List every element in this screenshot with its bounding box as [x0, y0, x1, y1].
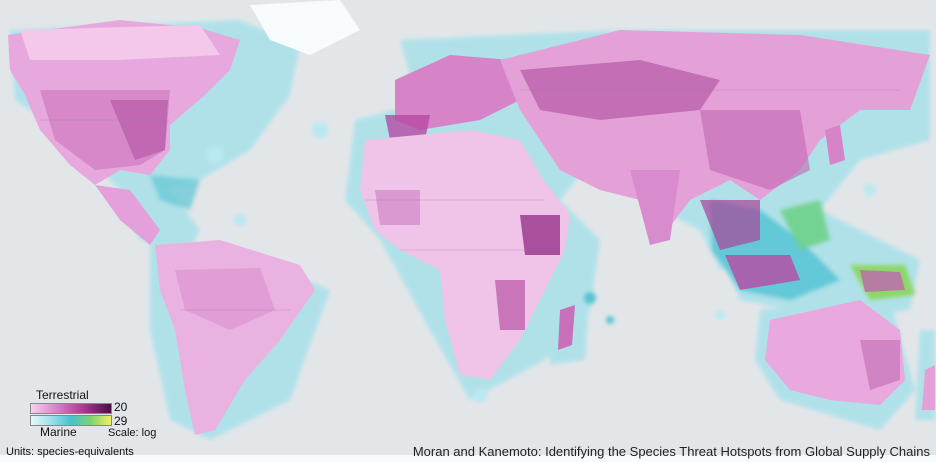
- legend-terrestrial-bar: [30, 403, 112, 414]
- land-masses: [8, 20, 935, 435]
- legend-marine-bar: [30, 415, 112, 426]
- units-label: Units: species-equivalents: [6, 446, 134, 458]
- credit-text: Moran and Kanemoto: Identifying the Spec…: [412, 444, 930, 459]
- legend-terrestrial-label: Terrestrial: [36, 388, 89, 402]
- legend-marine-label: Marine: [40, 425, 77, 439]
- legend-terrestrial-max: 20: [114, 400, 128, 414]
- legend: Terrestrial 20 29 Marine Scale: log: [8, 388, 158, 439]
- legend-marine-max: 29: [114, 414, 128, 428]
- borders: [40, 89, 900, 311]
- legend-scale-label: Scale: log: [108, 427, 157, 439]
